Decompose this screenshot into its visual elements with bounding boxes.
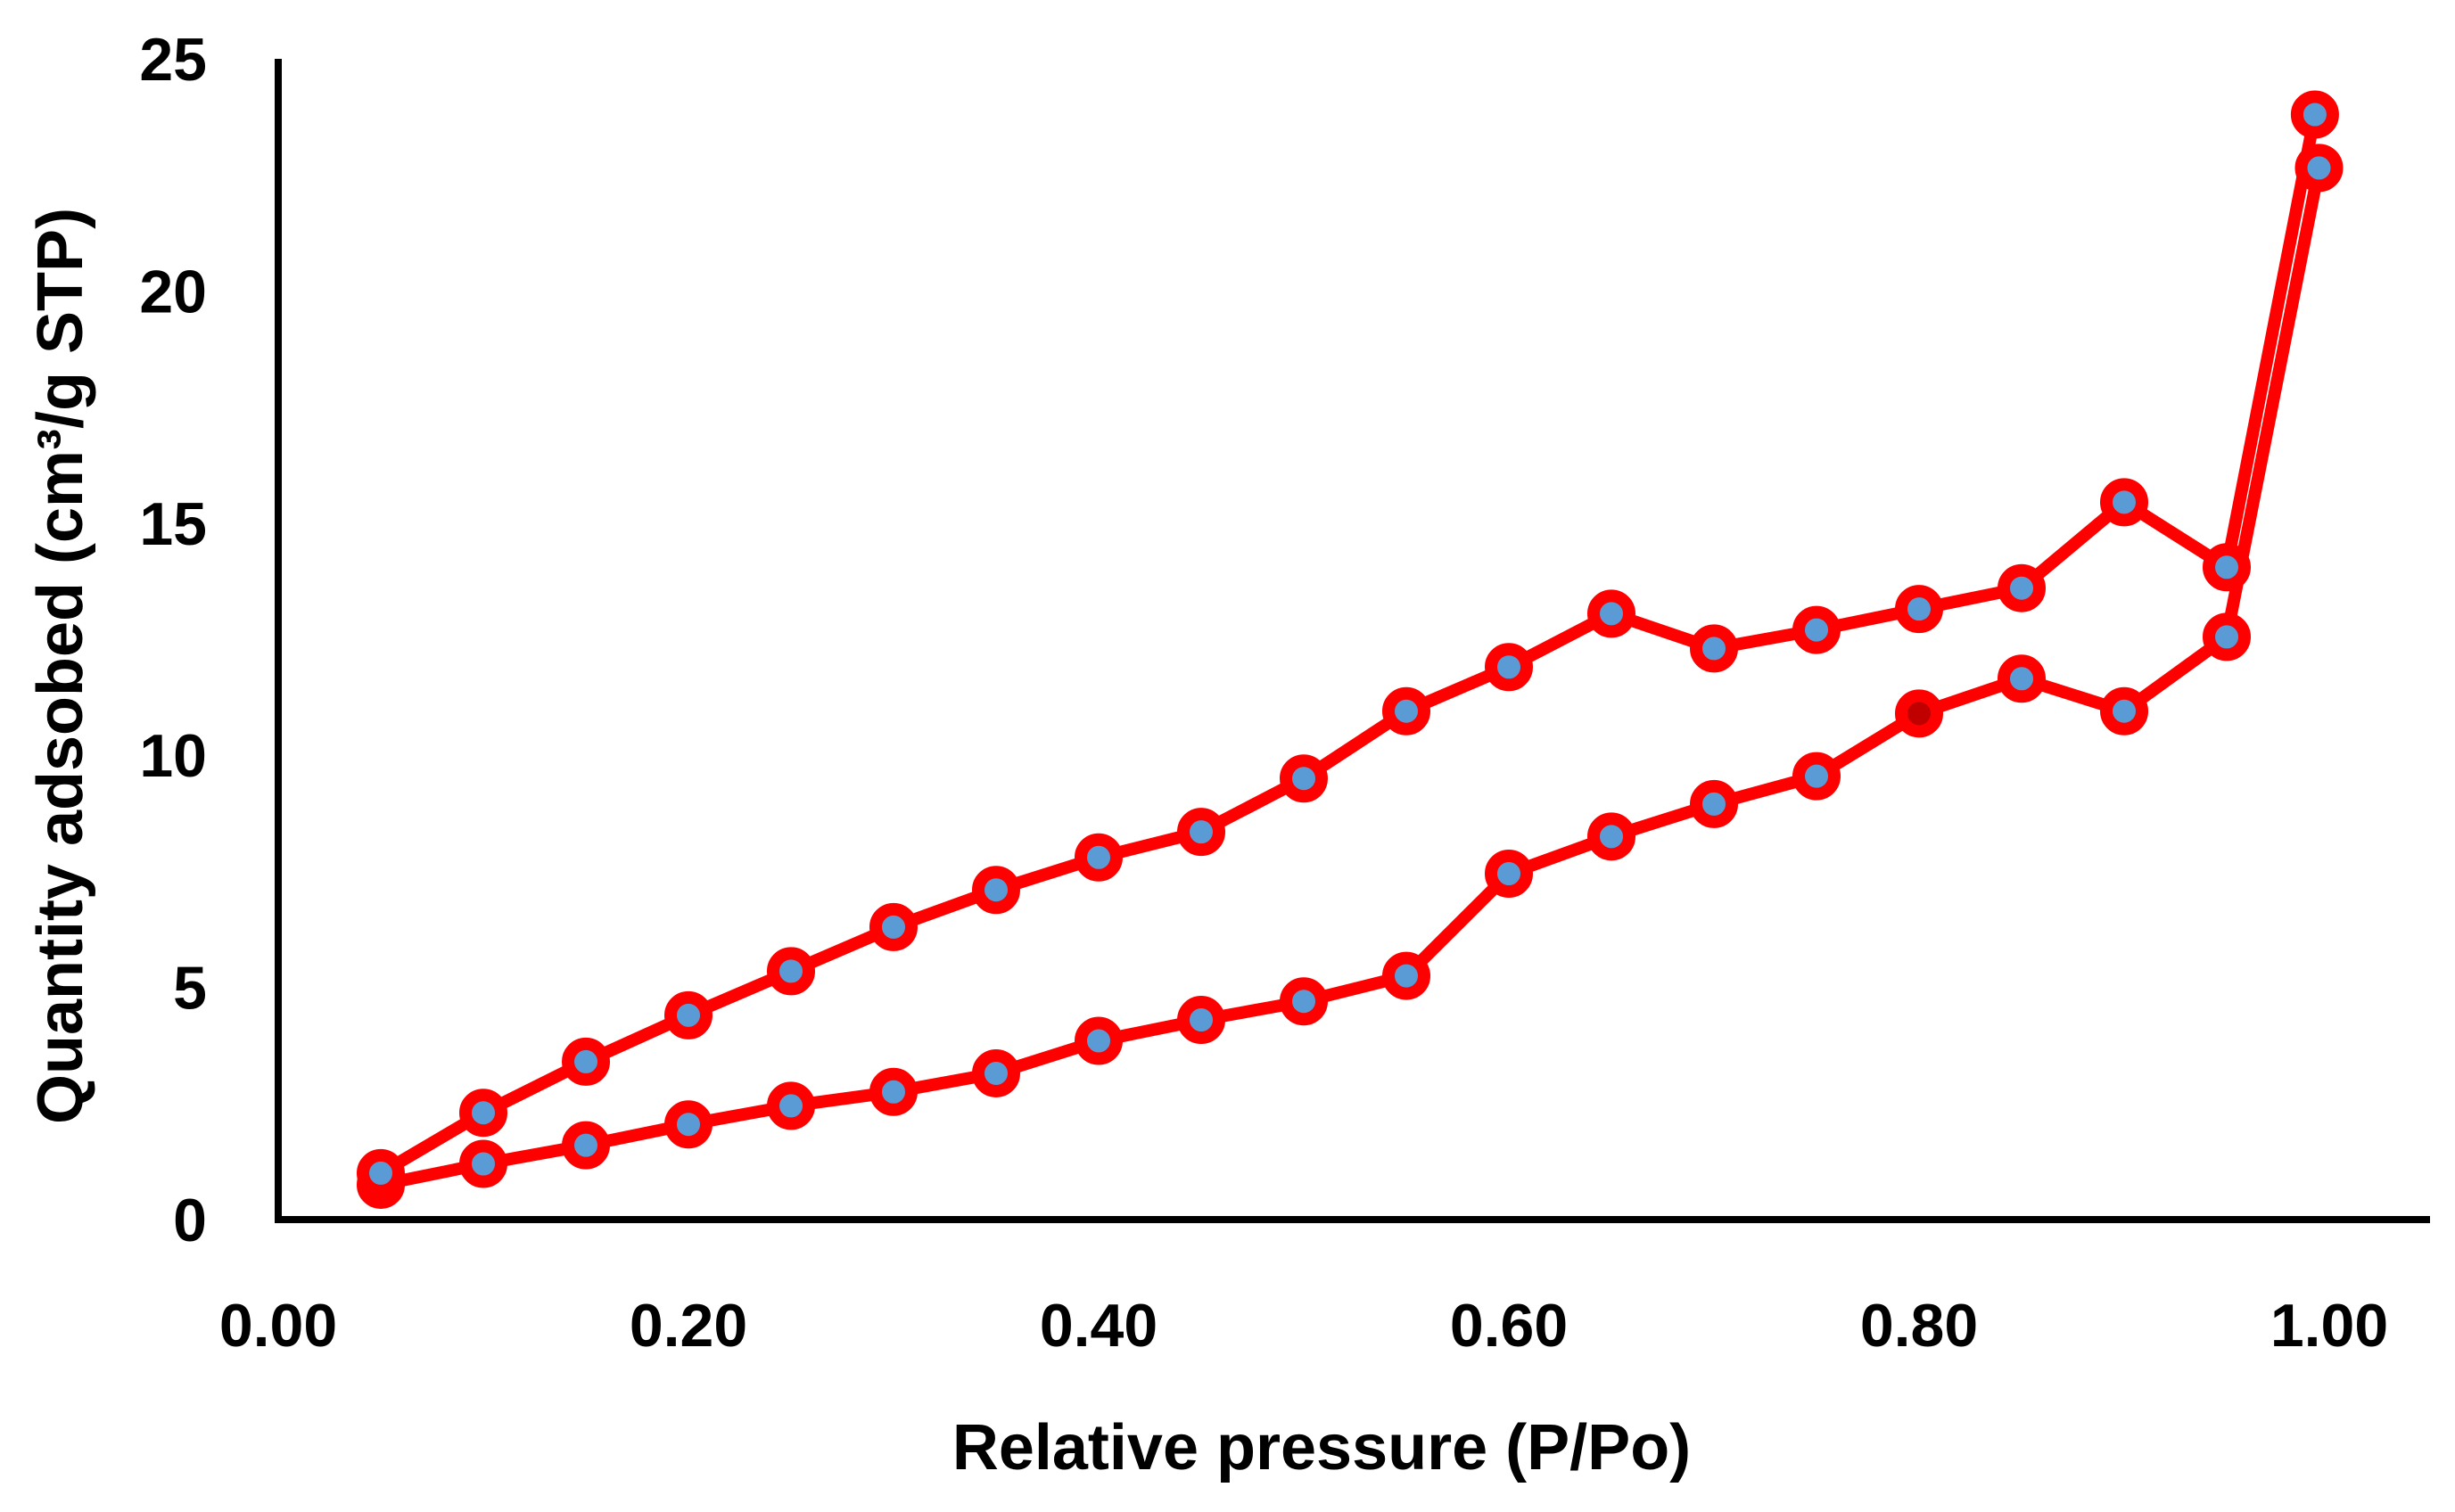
y-tick-label: 15 bbox=[139, 490, 207, 558]
y-tick-label: 20 bbox=[139, 258, 207, 325]
desorption-point bbox=[972, 866, 1020, 915]
desorption-point bbox=[1587, 589, 1635, 638]
adsorption-point bbox=[1382, 951, 1430, 1000]
x-tick-label: 0.40 bbox=[1040, 1292, 1157, 1360]
axes-layer bbox=[275, 59, 2430, 1223]
adsorption-point bbox=[1998, 654, 2046, 703]
x-tick-label: 0.20 bbox=[630, 1292, 747, 1360]
x-tick-label: 0.80 bbox=[1860, 1292, 1978, 1360]
desorption-point bbox=[1075, 833, 1123, 882]
desorption-point bbox=[1690, 624, 1738, 673]
desorption-point bbox=[2290, 90, 2339, 139]
x-tick-label: 0.60 bbox=[1450, 1292, 1568, 1360]
desorption-point bbox=[1998, 563, 2046, 612]
adsorption-point bbox=[2294, 144, 2344, 193]
adsorption-point bbox=[1690, 779, 1738, 828]
adsorption-point bbox=[459, 1139, 507, 1188]
adsorption-point bbox=[1485, 850, 1533, 899]
x-axis-title: Relative pressure (P/Po) bbox=[952, 1412, 1691, 1483]
adsorption-point bbox=[1075, 1016, 1123, 1065]
y-tick-label: 0 bbox=[173, 1187, 207, 1254]
desorption-point bbox=[1485, 643, 1533, 692]
desorption-point bbox=[2100, 478, 2148, 527]
desorption-point bbox=[664, 990, 713, 1040]
adsorption-point bbox=[972, 1048, 1020, 1097]
desorption-point bbox=[1382, 686, 1430, 735]
y-tick-label: 10 bbox=[139, 722, 207, 790]
adsorption-point bbox=[1895, 689, 1943, 738]
tick-layer: 0.00 0.20 0.40 0.60 0.80 1.00 0 5 10 15 20 25 bbox=[139, 26, 2388, 1360]
desorption-point bbox=[2203, 543, 2251, 592]
marker-layer bbox=[357, 90, 2344, 1209]
adsorption-point bbox=[1587, 812, 1635, 861]
adsorption-point bbox=[2203, 612, 2251, 662]
adsorption-point bbox=[562, 1121, 610, 1170]
x-tick-label: 1.00 bbox=[2270, 1292, 2388, 1360]
y-axis-title: Quantity adsobed (cm³/g STP) bbox=[25, 208, 96, 1124]
adsorption-point bbox=[1177, 996, 1225, 1045]
adsorption-point bbox=[664, 1100, 713, 1149]
desorption-point bbox=[1792, 605, 1841, 654]
desorption-point bbox=[767, 947, 815, 996]
desorption-point bbox=[357, 1148, 405, 1197]
x-tick-label: 0.00 bbox=[219, 1292, 337, 1360]
desorption-point bbox=[459, 1089, 507, 1138]
desorption-point bbox=[1895, 585, 1943, 634]
desorption-point bbox=[869, 902, 918, 951]
desorption-point bbox=[562, 1037, 610, 1086]
y-tick-label: 25 bbox=[139, 26, 207, 94]
adsorption-point bbox=[767, 1081, 815, 1130]
adsorption-point bbox=[1792, 752, 1841, 801]
adsorption-point bbox=[2100, 686, 2148, 735]
desorption-point bbox=[1177, 808, 1225, 857]
adsorption-point bbox=[1280, 977, 1328, 1026]
y-tick-label: 5 bbox=[173, 955, 207, 1023]
adsorption-point bbox=[869, 1067, 918, 1116]
desorption-point bbox=[1280, 754, 1328, 803]
